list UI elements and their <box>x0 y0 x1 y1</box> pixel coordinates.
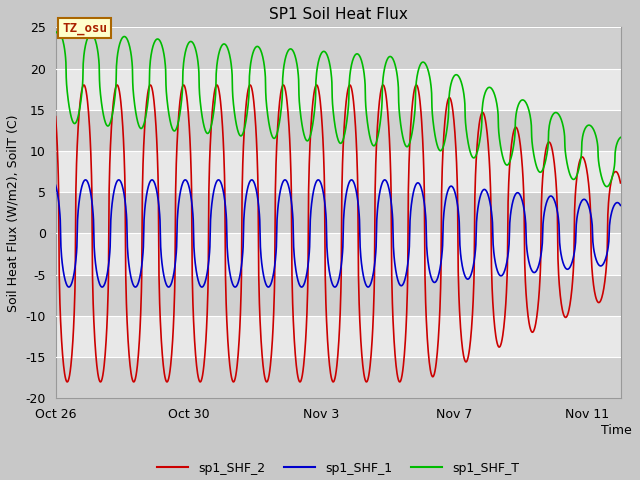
sp1_SHF_1 <box>82 177 90 183</box>
Line: sp1_SHF_1: sp1_SHF_1 <box>56 180 620 287</box>
sp1_SHF_T <box>52 30 60 36</box>
sp1_SHF_1 <box>316 178 323 183</box>
sp1_SHF_1 <box>52 182 60 188</box>
sp1_SHF_1 <box>347 177 355 183</box>
sp1_SHF_T <box>347 68 355 73</box>
sp1_SHF_2 <box>347 84 355 89</box>
sp1_SHF_1 <box>616 203 624 208</box>
Bar <box>56 357 621 398</box>
sp1_SHF_T <box>504 162 511 168</box>
sp1_SHF_2 <box>63 379 71 385</box>
sp1_SHF_2 <box>147 82 154 88</box>
sp1_SHF_T <box>616 134 624 140</box>
sp1_SHF_2 <box>616 180 624 186</box>
Title: SP1 Soil Heat Flux: SP1 Soil Heat Flux <box>269 7 408 22</box>
sp1_SHF_1 <box>504 252 512 257</box>
Y-axis label: Soil Heat Flux (W/m2), SoilT (C): Soil Heat Flux (W/m2), SoilT (C) <box>7 114 20 312</box>
sp1_SHF_2 <box>372 161 380 167</box>
Text: TZ_osu: TZ_osu <box>62 22 108 35</box>
Bar <box>56 27 621 69</box>
sp1_SHF_T <box>146 61 154 67</box>
sp1_SHF_1 <box>147 178 154 184</box>
sp1_SHF_2 <box>52 114 60 120</box>
Line: sp1_SHF_2: sp1_SHF_2 <box>56 85 620 382</box>
sp1_SHF_T <box>603 184 611 190</box>
Bar <box>56 275 621 316</box>
Bar <box>56 110 621 151</box>
Bar <box>56 192 621 233</box>
sp1_SHF_T <box>54 29 62 35</box>
sp1_SHF_2 <box>316 93 323 99</box>
sp1_SHF_T <box>316 56 323 61</box>
sp1_SHF_2 <box>504 199 512 205</box>
X-axis label: Time: Time <box>602 424 632 437</box>
sp1_SHF_1 <box>157 230 164 236</box>
sp1_SHF_1 <box>65 284 73 290</box>
Line: sp1_SHF_T: sp1_SHF_T <box>56 32 620 187</box>
sp1_SHF_T <box>156 38 164 44</box>
sp1_SHF_2 <box>157 318 164 324</box>
sp1_SHF_2 <box>80 82 88 88</box>
Legend: sp1_SHF_2, sp1_SHF_1, sp1_SHF_T: sp1_SHF_2, sp1_SHF_1, sp1_SHF_T <box>152 456 524 480</box>
sp1_SHF_T <box>372 142 380 147</box>
sp1_SHF_1 <box>372 250 380 255</box>
